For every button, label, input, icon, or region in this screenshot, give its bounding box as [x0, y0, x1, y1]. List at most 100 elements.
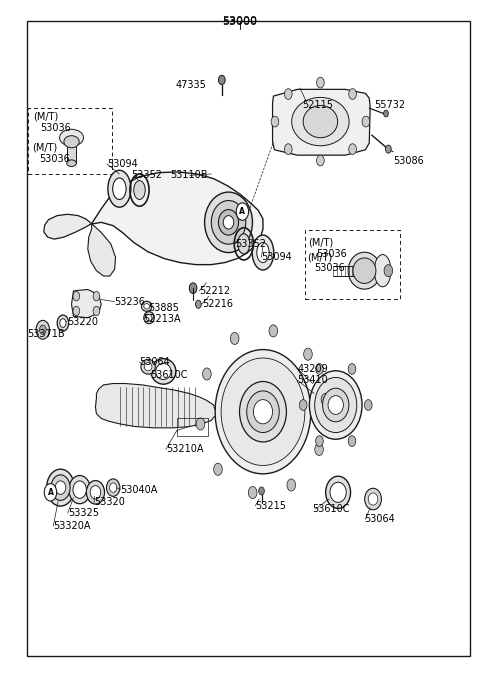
Text: 52216: 52216 [202, 299, 233, 310]
Ellipse shape [69, 476, 90, 503]
Text: 53036: 53036 [314, 263, 345, 273]
Ellipse shape [287, 479, 296, 491]
Ellipse shape [93, 291, 100, 301]
Text: 43209: 43209 [298, 363, 328, 374]
Text: 53371B: 53371B [27, 330, 65, 339]
Ellipse shape [47, 469, 74, 506]
Text: A: A [240, 207, 245, 216]
Text: 53320: 53320 [94, 497, 125, 507]
Ellipse shape [73, 481, 86, 499]
Polygon shape [92, 172, 263, 264]
Polygon shape [72, 289, 101, 318]
Text: 53094: 53094 [262, 252, 292, 262]
Polygon shape [88, 223, 116, 276]
Ellipse shape [141, 359, 156, 374]
Ellipse shape [368, 493, 378, 505]
Polygon shape [96, 384, 215, 428]
Ellipse shape [348, 252, 381, 289]
Ellipse shape [44, 484, 57, 501]
Text: 47335: 47335 [176, 80, 206, 90]
Ellipse shape [240, 382, 287, 442]
Ellipse shape [90, 486, 101, 499]
Text: (M/T): (M/T) [33, 112, 59, 122]
Ellipse shape [36, 320, 49, 339]
Ellipse shape [57, 315, 69, 331]
Text: 53086: 53086 [393, 155, 424, 166]
Ellipse shape [349, 89, 356, 100]
Text: (M/T): (M/T) [32, 142, 57, 152]
Ellipse shape [353, 258, 376, 283]
Ellipse shape [144, 363, 152, 371]
Ellipse shape [218, 209, 239, 235]
Text: 53236: 53236 [115, 297, 145, 307]
Ellipse shape [64, 136, 79, 148]
Text: 53215: 53215 [255, 501, 286, 511]
Ellipse shape [221, 358, 305, 466]
Text: 53410: 53410 [298, 375, 328, 385]
Text: 53320A: 53320A [53, 521, 91, 531]
Text: 53352: 53352 [131, 170, 162, 180]
Text: 53110B: 53110B [170, 170, 208, 180]
Ellipse shape [316, 435, 323, 446]
Ellipse shape [348, 435, 356, 446]
Text: 52115: 52115 [302, 100, 333, 110]
Text: 53610C: 53610C [312, 504, 349, 514]
Text: 53885: 53885 [148, 303, 179, 313]
Text: 53036: 53036 [317, 249, 348, 259]
Ellipse shape [236, 203, 249, 220]
Ellipse shape [300, 400, 307, 411]
Ellipse shape [253, 400, 273, 424]
Ellipse shape [195, 300, 201, 308]
Ellipse shape [214, 463, 222, 475]
Ellipse shape [364, 400, 372, 411]
Ellipse shape [109, 483, 117, 493]
Ellipse shape [323, 388, 349, 422]
Polygon shape [273, 90, 370, 155]
Ellipse shape [134, 180, 145, 199]
Ellipse shape [93, 306, 100, 316]
Ellipse shape [310, 371, 362, 439]
Ellipse shape [316, 363, 323, 374]
Polygon shape [67, 142, 76, 164]
Polygon shape [44, 214, 92, 239]
Ellipse shape [151, 359, 176, 384]
Ellipse shape [271, 116, 279, 127]
Ellipse shape [315, 444, 324, 456]
Ellipse shape [259, 487, 264, 495]
Text: 53040A: 53040A [120, 485, 158, 495]
Text: (M/T): (M/T) [307, 252, 332, 262]
Ellipse shape [269, 325, 277, 337]
Ellipse shape [142, 302, 152, 312]
Ellipse shape [196, 418, 205, 430]
Ellipse shape [73, 291, 80, 301]
Ellipse shape [330, 483, 346, 502]
Text: (M/T): (M/T) [309, 238, 334, 248]
Ellipse shape [247, 391, 279, 433]
Ellipse shape [325, 476, 350, 508]
Ellipse shape [304, 348, 312, 360]
Ellipse shape [292, 98, 349, 146]
Ellipse shape [67, 160, 76, 167]
Ellipse shape [223, 215, 234, 229]
Ellipse shape [189, 283, 197, 293]
Ellipse shape [328, 396, 343, 415]
Ellipse shape [285, 89, 292, 100]
Ellipse shape [215, 349, 311, 474]
Ellipse shape [60, 129, 84, 146]
Ellipse shape [317, 155, 324, 166]
Ellipse shape [39, 325, 46, 334]
Bar [305, 230, 400, 299]
Bar [28, 108, 112, 174]
Ellipse shape [60, 319, 66, 328]
Ellipse shape [146, 314, 152, 321]
Text: 55732: 55732 [374, 100, 405, 110]
Ellipse shape [365, 489, 382, 509]
Ellipse shape [248, 487, 257, 499]
Ellipse shape [384, 110, 388, 117]
Ellipse shape [349, 144, 356, 155]
Ellipse shape [107, 479, 120, 497]
Ellipse shape [51, 475, 70, 500]
Ellipse shape [144, 304, 150, 309]
Text: 53000: 53000 [223, 17, 257, 27]
Ellipse shape [348, 363, 356, 374]
